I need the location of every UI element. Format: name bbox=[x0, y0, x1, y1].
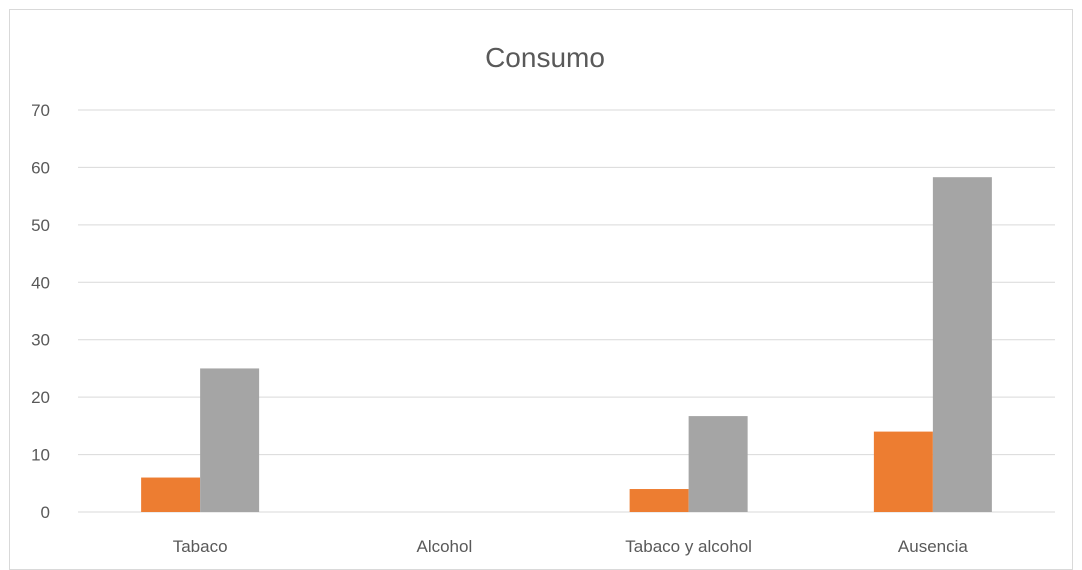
y-tick-label: 10 bbox=[31, 446, 50, 465]
bar-ausencia-series-2 bbox=[933, 177, 992, 512]
x-tick-label: Alcohol bbox=[416, 537, 472, 556]
x-tick-label: Tabaco y alcohol bbox=[625, 537, 752, 556]
bar-tabaco-series-1 bbox=[141, 478, 200, 512]
y-axis-ticks: 0 10 20 30 40 50 60 70 bbox=[31, 101, 50, 522]
y-tick-label: 30 bbox=[31, 331, 50, 350]
bars bbox=[141, 177, 992, 512]
y-tick-label: 50 bbox=[31, 216, 50, 235]
y-tick-label: 60 bbox=[31, 158, 50, 177]
chart-title: Consumo bbox=[485, 42, 605, 73]
bar-tabaco-y-alcohol-series-2 bbox=[689, 416, 748, 512]
y-tick-label: 20 bbox=[31, 388, 50, 407]
x-tick-label: Tabaco bbox=[173, 537, 228, 556]
bar-tabaco-y-alcohol-series-1 bbox=[630, 489, 689, 512]
bar-tabaco-series-2 bbox=[200, 368, 259, 512]
y-tick-label: 40 bbox=[31, 273, 50, 292]
x-axis-ticks: Tabaco Alcohol Tabaco y alcohol Ausencia bbox=[173, 537, 969, 556]
x-tick-label: Ausencia bbox=[898, 537, 968, 556]
bar-ausencia-series-1 bbox=[874, 432, 933, 512]
y-tick-label: 0 bbox=[41, 503, 50, 522]
y-tick-label: 70 bbox=[31, 101, 50, 120]
